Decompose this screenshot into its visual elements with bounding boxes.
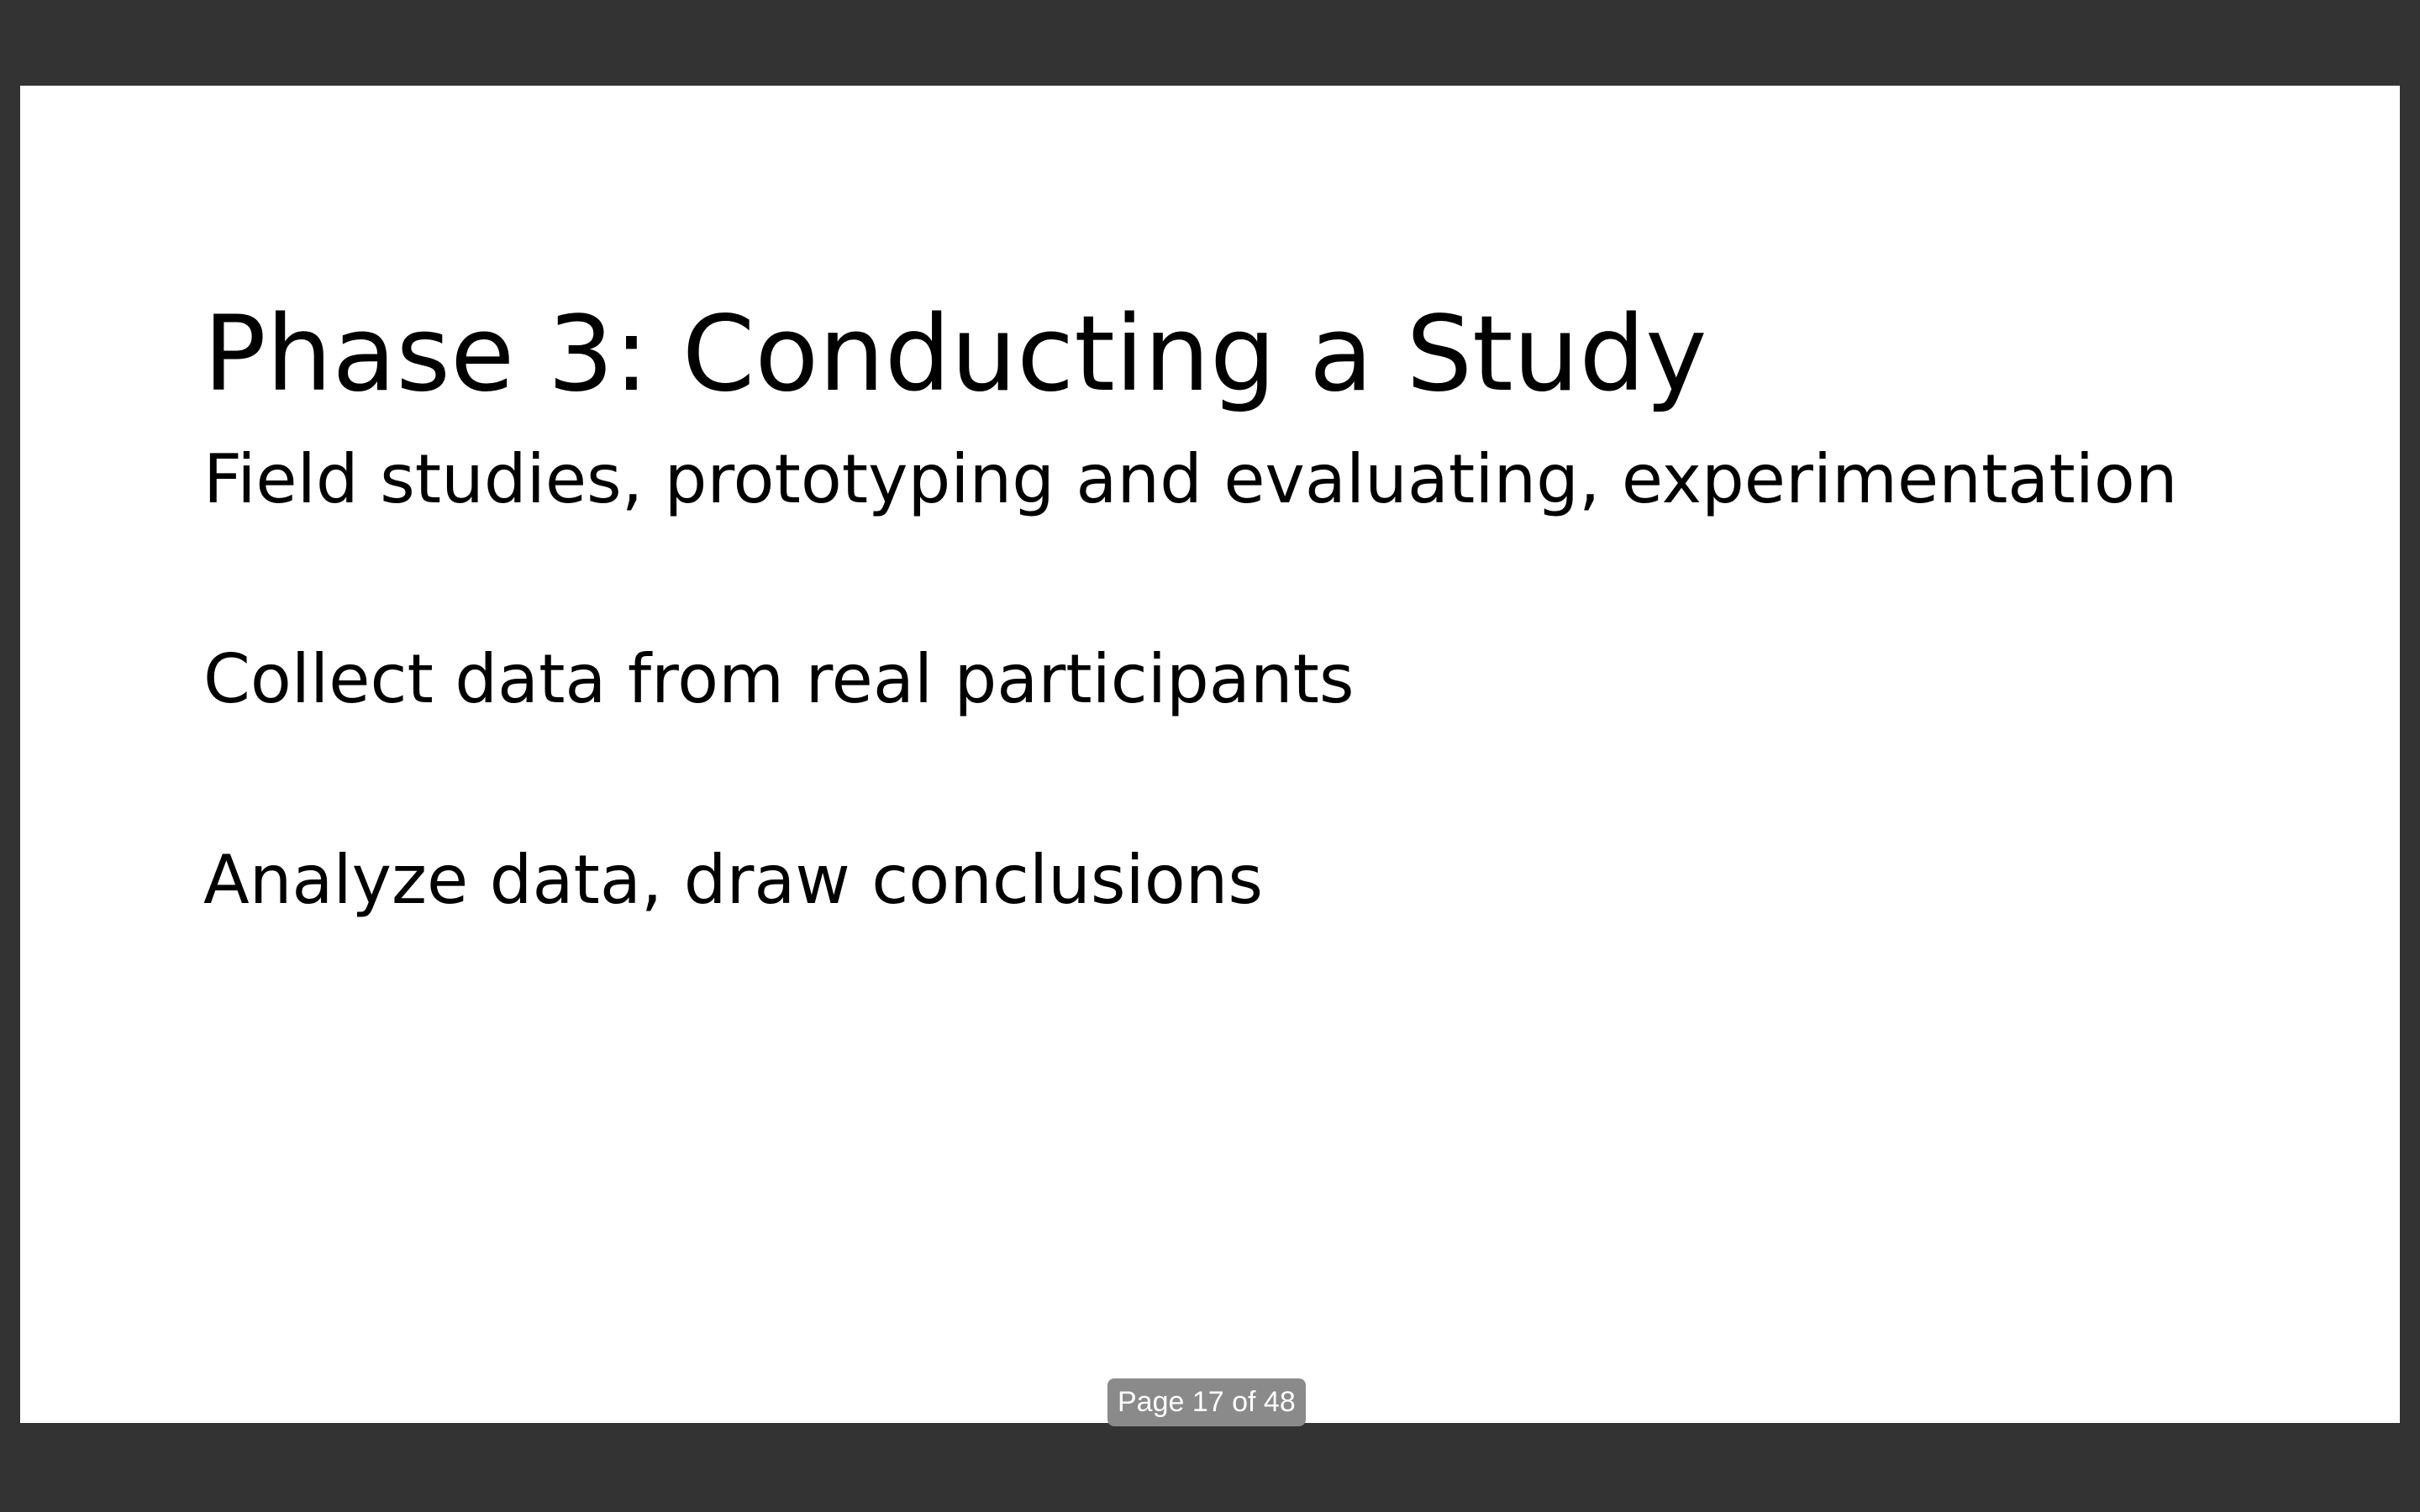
slide-bullet-item: Collect data from real participants xyxy=(203,640,1355,718)
page-indicator-badge: Page 17 of 48 xyxy=(1107,1378,1306,1426)
slide-bullet-item: Analyze data, draw conclusions xyxy=(203,841,1264,919)
slide-title: Phase 3: Conducting a Study xyxy=(203,294,1707,415)
slide-canvas: Phase 3: Conducting a Study Field studie… xyxy=(20,86,2400,1423)
slide-bullet-item: Field studies, prototyping and evaluatin… xyxy=(203,440,2178,518)
